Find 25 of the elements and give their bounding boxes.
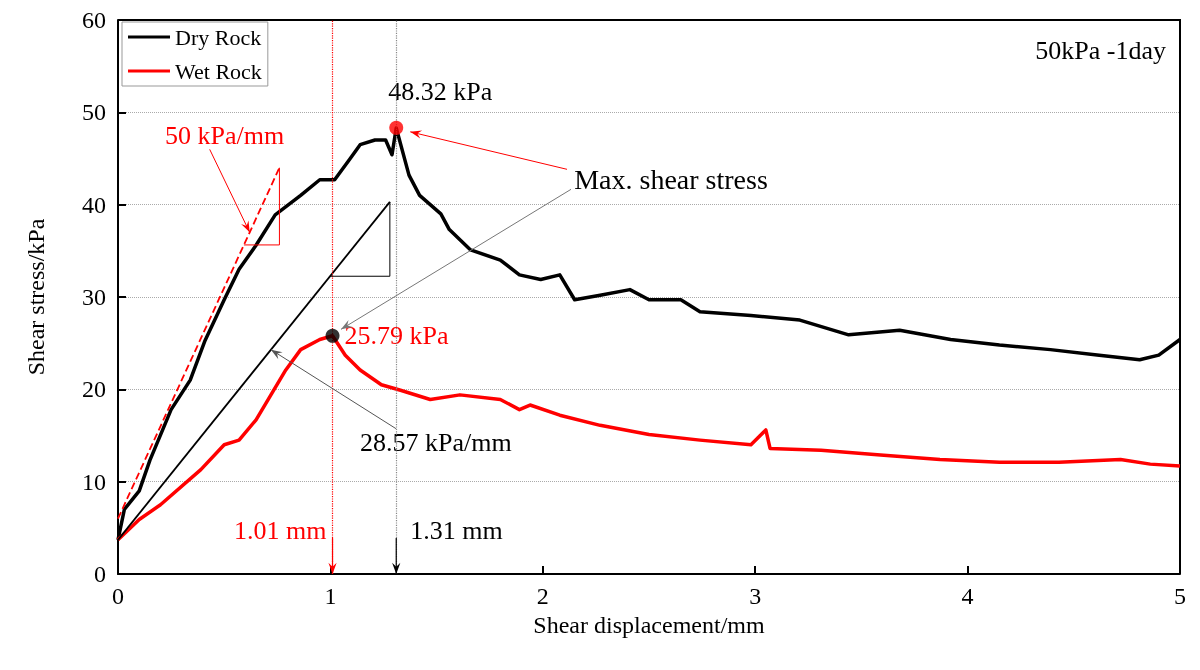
y-tick-label: 20: [82, 376, 106, 403]
annotation: 25.79 kPa: [344, 321, 449, 351]
x-tick-label: 0: [112, 583, 124, 609]
legend-label: Dry Rock: [175, 24, 262, 50]
x-tick-label: 4: [961, 583, 974, 609]
y-axis-title: Shear stress/kPa: [23, 218, 49, 376]
annotation: 48.32 kPa: [388, 77, 493, 107]
legend-label: Wet Rock: [175, 58, 262, 84]
y-tick-label: 40: [82, 191, 106, 218]
x-tick-label: 3: [749, 583, 762, 609]
x-tick-label: 2: [536, 583, 549, 609]
y-tick-label: 10: [82, 468, 106, 495]
annotation: Max. shear stress: [574, 163, 768, 195]
y-tick-label: 60: [82, 7, 106, 33]
x-axis-title: Shear displacement/mm: [533, 611, 765, 638]
y-tick-label: 30: [82, 284, 106, 310]
annotation: 1.31 mm: [410, 515, 503, 545]
annotation: 50 kPa/mm: [165, 120, 285, 150]
annotation: 1.01 mm: [234, 515, 327, 545]
annotation: 50kPa -1day: [1035, 35, 1166, 65]
y-tick-label: 50: [82, 99, 106, 126]
x-tick-label: 5: [1174, 583, 1186, 609]
x-tick-label: 1: [324, 583, 337, 609]
y-tick-label: 0: [94, 561, 106, 587]
annotation: 28.57 kPa/mm: [360, 428, 512, 458]
